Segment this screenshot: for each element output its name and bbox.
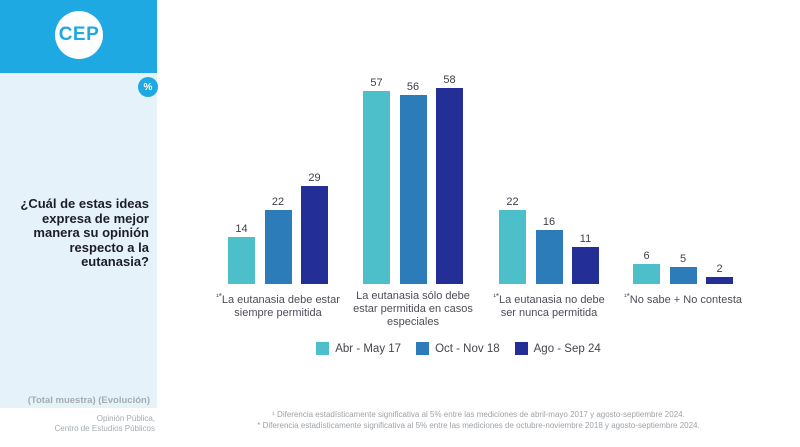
bar-group: 14 22 29	[228, 0, 328, 284]
question-title: ¿Cuál de estas ideas expresa de mejor ma…	[20, 196, 149, 269]
bar-value-label: 2	[716, 263, 723, 275]
cep-logo-text: CEP	[58, 24, 100, 45]
bar-abr-may-17	[499, 210, 526, 284]
significance-marker: ¹*	[216, 292, 222, 301]
bar-value-label: 11	[579, 233, 592, 245]
bar-oct-nov-18	[264, 210, 292, 284]
percent-badge-icon: %	[138, 77, 158, 97]
brand-header: CEP	[0, 0, 157, 73]
bar-wrap: 56	[399, 81, 427, 284]
source-line-1: Opinión Pública,	[96, 414, 155, 423]
percent-badge-label: %	[143, 81, 153, 93]
category-label: La eutanasia sólo debe estar permitida e…	[353, 290, 473, 328]
bar-group: 22 16 11	[499, 0, 599, 284]
bar-value-label: 22	[271, 196, 285, 208]
bar-value-label: 29	[308, 172, 321, 184]
legend-label: Oct - Nov 18	[435, 342, 500, 355]
legend-label: Ago - Sep 24	[533, 342, 601, 355]
bar-value-label: 56	[406, 81, 420, 93]
bar-group: 57 56 58	[363, 0, 463, 284]
bar-value-label: 57	[370, 77, 383, 89]
legend-swatch	[416, 342, 430, 355]
source-note: Opinión Pública, Centro de Estudios Públ…	[0, 414, 156, 433]
bar-value-label: 16	[542, 216, 556, 228]
bar-ago-sep-24	[706, 277, 733, 284]
significance-marker: ¹*	[493, 292, 499, 301]
bar-wrap: 22	[264, 196, 292, 284]
bar-wrap: 22	[499, 196, 526, 284]
footnote-1: ¹ Diferencia estadísticamente significat…	[272, 410, 685, 419]
bar-group: 6 5 2	[633, 0, 733, 284]
legend-label: Abr - May 17	[335, 342, 402, 355]
bar-value-label: 22	[506, 196, 519, 208]
sidebar: CEP % ¿Cuál de estas ideas expresa de me…	[0, 0, 158, 408]
bar-wrap: 29	[301, 172, 328, 284]
bar-wrap: 14	[228, 223, 255, 284]
bar-ago-sep-24	[301, 186, 328, 284]
bar-ago-sep-24	[572, 247, 599, 284]
bar-wrap: 58	[436, 74, 463, 284]
bar-wrap: 16	[535, 216, 563, 284]
bar-wrap: 57	[363, 77, 390, 284]
bar-oct-nov-18	[399, 95, 427, 284]
bar-wrap: 6	[633, 250, 660, 284]
cep-logo: CEP	[55, 11, 103, 59]
footnote-2: * Diferencia estadísticamente significat…	[257, 420, 700, 430]
category-label: ¹*La eutanasia debe estar siempre permit…	[216, 292, 340, 319]
legend-item: Oct - Nov 18	[416, 342, 500, 355]
source-line-2: Centro de Estudios Públicos	[54, 423, 156, 433]
legend-item: Abr - May 17	[316, 342, 401, 355]
significance-marker: ¹*	[624, 292, 630, 301]
bar-wrap: 5	[669, 253, 697, 284]
bar-abr-may-17	[633, 264, 660, 284]
bar-value-label: 58	[443, 74, 456, 86]
bar-value-label: 5	[679, 253, 687, 265]
bar-value-label: 6	[643, 250, 650, 262]
legend-swatch	[316, 342, 330, 355]
bar-oct-nov-18	[535, 230, 563, 284]
legend-swatch	[514, 342, 528, 355]
category-label: ¹*La eutanasia no debe ser nunca permiti…	[493, 292, 605, 319]
bar-ago-sep-24	[436, 88, 463, 284]
bar-oct-nov-18	[669, 267, 697, 284]
sample-note: (Total muestra) (Evolución)	[27, 395, 150, 406]
bar-wrap: 11	[572, 233, 599, 284]
bar-abr-may-17	[363, 91, 390, 284]
chart-legend: Abr - May 17 Oct - Nov 18 Ago - Sep 24	[157, 342, 760, 355]
bar-wrap: 2	[706, 263, 733, 284]
footnotes: ¹ Diferencia estadísticamente significat…	[157, 410, 800, 431]
bar-abr-may-17	[228, 237, 255, 284]
legend-item: Ago - Sep 24	[514, 342, 601, 355]
bar-value-label: 14	[235, 223, 248, 235]
category-label: ¹*No sabe + No contesta	[624, 292, 742, 306]
chart-area: 14 22 29 ¹*La eutanasia debe estar siempre …	[157, 0, 800, 447]
